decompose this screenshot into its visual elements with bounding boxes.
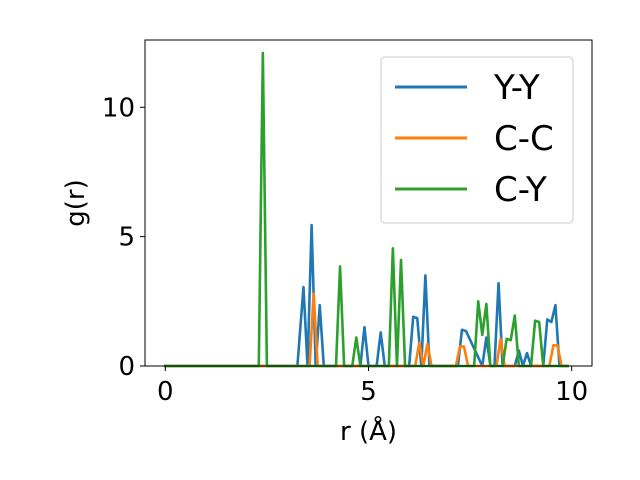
y-axis-label: g(r) [61,179,91,226]
legend: Y-Y C-C C-Y [380,56,574,224]
x-tick-label: 10 [555,377,588,407]
x-tick-label: 0 [157,377,174,407]
y-tick-label: 0 [118,352,135,382]
x-axis-label: r (Å) [340,415,397,447]
legend-box [380,56,574,224]
x-tick-label: 5 [360,377,377,407]
axes-layer: 0 5 10 0 5 10 [102,39,593,407]
y-tick-label: 5 [118,223,135,253]
legend-label-y-y: Y-Y [493,68,540,108]
legend-label-c-y: C-Y [494,170,547,210]
legend-label-c-c: C-C [494,119,554,159]
y-tick-label: 10 [102,93,135,123]
